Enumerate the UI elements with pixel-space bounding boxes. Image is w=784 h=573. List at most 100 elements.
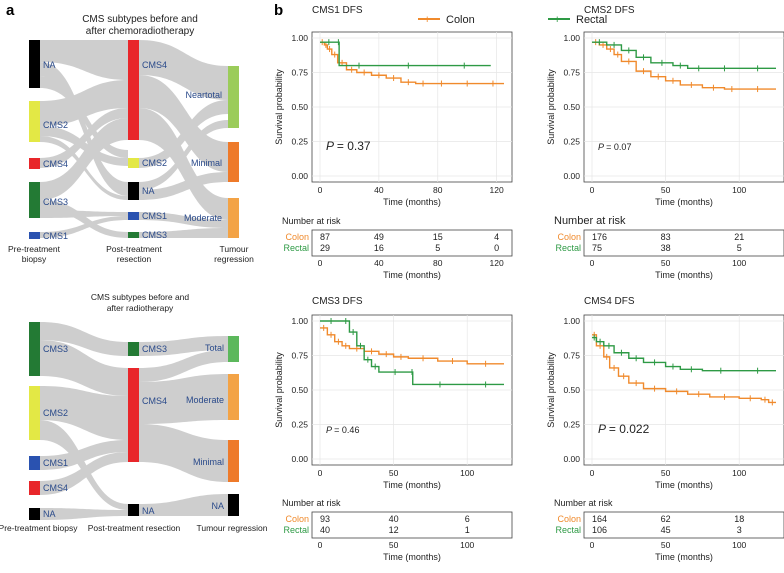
label-reg-moderate: Moderate <box>184 213 222 223</box>
km-ytick-label: 0.00 <box>291 454 308 464</box>
node-post-na-b <box>128 504 139 516</box>
km-ytick-label: 0.00 <box>563 454 580 464</box>
flow-cms3-total-b <box>139 336 228 356</box>
label-post-cms3: CMS3 <box>142 230 167 240</box>
label-reg-neartotal: Neartotal <box>185 90 222 100</box>
risk-xtick-label: 120 <box>490 258 504 268</box>
km-panel-4: CMS4 DFS 0.00 0.25 0.50 0.75 1.00 0 50 100 Time (… <box>546 296 784 562</box>
risk-count: 40 <box>389 514 399 524</box>
flow-cms1-cms1 <box>40 216 128 238</box>
km-xtick-label: 100 <box>732 185 746 195</box>
km-panel-3: CMS3 DFS 0.00 0.25 0.50 0.75 1.00 0 50 100 Time (… <box>274 296 513 562</box>
km-ytick-label: 0.50 <box>563 102 580 112</box>
km-ytick-label: 0.50 <box>291 385 308 395</box>
risk-count: 40 <box>320 525 330 535</box>
km-curve-rectal <box>320 41 491 67</box>
risk-row-label-rectal: Rectal <box>555 243 581 253</box>
km-xtick-label: 50 <box>661 185 671 195</box>
label-reg-total-b: Total <box>205 343 224 353</box>
risk-xtick-label: 50 <box>661 258 671 268</box>
risk-table-box <box>311 511 513 539</box>
risk-xlabel: Time (months) <box>655 552 713 562</box>
panel-b-label: b <box>274 2 283 19</box>
risk-xtick-label: 0 <box>590 258 595 268</box>
km-pvalue: P = 0.37 <box>326 139 371 153</box>
km-ytick-label: 1.00 <box>563 316 580 326</box>
km-xtick-label: 80 <box>433 185 443 195</box>
flow-cms4-cms4 <box>40 108 128 168</box>
risk-count: 1 <box>465 525 470 535</box>
km-ylabel: Survival probability <box>546 352 556 428</box>
risk-xtick-label: 100 <box>732 540 746 550</box>
caption-pre-1: Pre-treatment <box>8 244 61 254</box>
km-title-4: CMS4 DFS <box>584 296 635 307</box>
risk-count: 49 <box>374 232 384 242</box>
node-reg-minimal-b <box>228 440 239 482</box>
label-post-cms3-b: CMS3 <box>142 344 167 354</box>
km-xtick-label: 0 <box>318 185 323 195</box>
risk-count: 21 <box>734 232 744 242</box>
flow-cms4-cms4-b <box>40 452 128 495</box>
caption-pre-b: Pre-treatment biopsy <box>0 523 78 533</box>
flow-cms1-moderate <box>139 212 228 228</box>
legend-colon-marker: + <box>424 14 430 26</box>
risk-table-box <box>583 229 784 257</box>
flow-na-na <box>40 62 128 196</box>
node-pre-cms1-b <box>29 456 40 470</box>
risk-count: 75 <box>592 243 602 253</box>
risk-xtick-label: 100 <box>732 258 746 268</box>
node-post-cms1 <box>128 212 139 220</box>
flow-cms2-cms2 <box>40 126 128 166</box>
node-pre-cms2 <box>29 101 40 142</box>
km-xlabel: Time (months) <box>655 197 713 207</box>
panel-a-label: a <box>6 2 15 19</box>
risk-count: 5 <box>435 243 440 253</box>
km-xtick-label: 120 <box>490 185 504 195</box>
risk-count: 38 <box>661 243 671 253</box>
km-ytick-label: 0.00 <box>563 171 580 181</box>
km-title-3: CMS3 DFS <box>312 296 363 307</box>
risk-title: Number at risk <box>554 498 613 508</box>
flow-na-cms4 <box>40 40 128 80</box>
flow-cms2-na-b <box>40 420 128 510</box>
label-reg-na-b: NA <box>211 501 224 511</box>
flow-cms4-neartotal <box>139 40 228 100</box>
km-xtick-label: 50 <box>389 468 399 478</box>
km-ytick-label: 0.75 <box>291 351 308 361</box>
node-reg-minimal <box>228 142 239 182</box>
label-post-cms4: CMS4 <box>142 60 167 70</box>
km-curve-colon <box>320 41 504 85</box>
risk-xlabel: Time (months) <box>655 270 713 280</box>
km-ytick-label: 0.75 <box>563 68 580 78</box>
label-post-cms1: CMS1 <box>142 211 167 221</box>
label-pre-cms1: CMS1 <box>43 231 68 241</box>
flow-cms2-cms4 <box>40 80 128 126</box>
risk-xtick-label: 50 <box>389 540 399 550</box>
km-ytick-label: 1.00 <box>563 33 580 43</box>
flow-cms1-cms4-b <box>40 440 128 470</box>
km-ylabel: Survival probability <box>274 352 284 428</box>
flow-cms4-moderate-b <box>139 374 228 424</box>
km-curve-colon <box>592 41 776 90</box>
caption-post-2: resection <box>117 254 152 264</box>
risk-row-label-rectal: Rectal <box>283 525 309 535</box>
risk-row-label-rectal: Rectal <box>283 243 309 253</box>
risk-count: 15 <box>433 232 443 242</box>
sankey-bottom-title-2: after radiotherapy <box>107 303 174 313</box>
risk-row-label-colon: Colon <box>557 514 581 524</box>
flow-cms4-minimal <box>139 75 228 172</box>
flow-cms4-moderate <box>139 108 228 220</box>
caption-post-b: Post-treatment resection <box>88 523 181 533</box>
risk-count: 3 <box>737 525 742 535</box>
label-reg-minimal-b: Minimal <box>193 457 224 467</box>
node-pre-na-b <box>29 508 40 520</box>
sankey-bottom-title-1: CMS subtypes before and <box>91 292 190 302</box>
risk-xlabel: Time (months) <box>383 270 441 280</box>
risk-xtick-label: 0 <box>318 540 323 550</box>
node-reg-total-b <box>228 336 239 362</box>
risk-xtick-label: 100 <box>460 540 474 550</box>
label-pre-cms4-b: CMS4 <box>43 483 68 493</box>
km-xlabel: Time (months) <box>383 197 441 207</box>
label-pre-na-b: NA <box>43 509 56 519</box>
